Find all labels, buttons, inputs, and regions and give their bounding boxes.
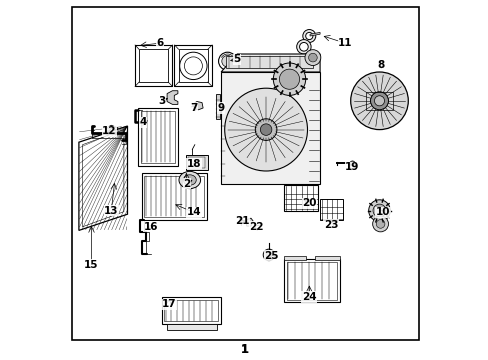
Polygon shape (167, 91, 178, 104)
Text: 5: 5 (233, 54, 241, 64)
Circle shape (372, 216, 387, 232)
Circle shape (368, 200, 389, 221)
Text: 20: 20 (302, 198, 316, 208)
Circle shape (374, 96, 384, 106)
Polygon shape (238, 217, 244, 222)
Circle shape (305, 32, 312, 40)
Bar (142, 173, 206, 220)
Text: 15: 15 (84, 260, 99, 270)
Text: 24: 24 (302, 292, 316, 302)
Text: 16: 16 (143, 222, 158, 232)
Text: 25: 25 (264, 251, 279, 261)
Text: 3: 3 (158, 96, 165, 106)
Bar (215, 94, 220, 119)
Text: 7: 7 (190, 103, 197, 113)
Text: 17: 17 (161, 299, 176, 309)
Circle shape (305, 50, 320, 66)
Circle shape (145, 119, 149, 123)
Ellipse shape (183, 175, 196, 185)
Text: 19: 19 (345, 162, 359, 172)
Text: 11: 11 (337, 38, 352, 48)
Text: 10: 10 (375, 207, 389, 217)
Text: 4: 4 (139, 117, 146, 127)
Circle shape (296, 40, 310, 54)
Polygon shape (79, 126, 127, 230)
Polygon shape (309, 32, 320, 36)
Circle shape (370, 92, 387, 110)
Polygon shape (106, 125, 118, 138)
Text: 1: 1 (240, 343, 248, 356)
Circle shape (263, 249, 274, 261)
Text: 6: 6 (156, 38, 163, 48)
Bar (167, 324, 216, 330)
Bar (164, 300, 218, 321)
Bar (320, 199, 343, 220)
Bar (144, 176, 203, 217)
Circle shape (375, 220, 384, 228)
Text: 18: 18 (186, 159, 201, 169)
Circle shape (184, 57, 202, 75)
Bar (221, 72, 320, 184)
Text: 8: 8 (377, 60, 384, 70)
Circle shape (265, 252, 271, 258)
Circle shape (109, 129, 115, 134)
Text: 21: 21 (234, 216, 249, 226)
Text: 13: 13 (104, 206, 118, 216)
Polygon shape (144, 118, 152, 124)
Bar (162, 297, 221, 324)
Circle shape (350, 72, 407, 130)
Text: 22: 22 (249, 222, 264, 232)
Text: 2: 2 (183, 179, 190, 189)
Circle shape (179, 52, 206, 80)
Circle shape (372, 204, 385, 217)
Circle shape (224, 88, 307, 171)
Bar (174, 45, 212, 86)
Circle shape (349, 161, 354, 166)
Circle shape (255, 119, 276, 140)
Bar (178, 49, 207, 82)
Circle shape (299, 42, 307, 51)
Bar (284, 256, 305, 260)
Text: 23: 23 (323, 220, 338, 230)
Bar (314, 256, 339, 260)
Text: 14: 14 (186, 207, 201, 217)
Circle shape (260, 124, 271, 135)
Bar (286, 262, 336, 300)
Bar (188, 157, 205, 168)
Text: 9: 9 (217, 103, 224, 113)
Polygon shape (192, 102, 203, 110)
Bar (138, 108, 178, 166)
Bar (134, 45, 172, 86)
Bar (141, 111, 175, 163)
Polygon shape (221, 54, 320, 72)
Circle shape (308, 53, 317, 62)
Circle shape (218, 52, 236, 70)
Bar (186, 155, 207, 170)
Circle shape (302, 30, 315, 42)
Bar (284, 185, 318, 211)
Bar (284, 259, 339, 302)
Circle shape (279, 69, 299, 89)
Bar (226, 56, 312, 68)
Text: 12: 12 (102, 126, 117, 136)
Polygon shape (246, 218, 253, 226)
Bar (366, 92, 392, 110)
Circle shape (222, 55, 233, 67)
Ellipse shape (179, 171, 200, 189)
Bar (139, 49, 168, 82)
Circle shape (273, 63, 305, 95)
Text: 1: 1 (241, 345, 247, 355)
